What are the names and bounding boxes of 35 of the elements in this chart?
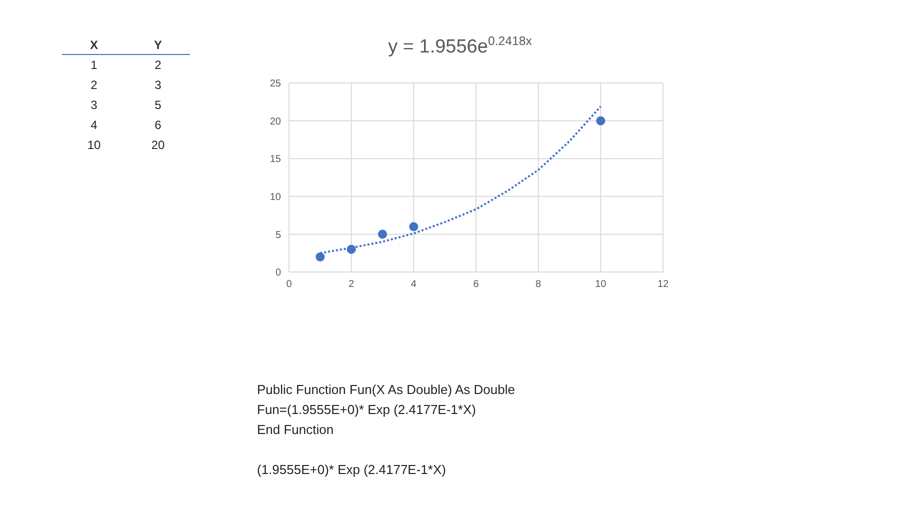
x-tick-label: 8 — [536, 279, 542, 290]
text: 5 — [154, 98, 162, 112]
point — [316, 252, 325, 262]
text: (1.9555E+0)* Exp (2.4177E-1*X) — [257, 461, 447, 479]
y-tick-label: 20 — [270, 116, 282, 128]
x-tick-label: 6 — [473, 279, 480, 290]
point — [409, 222, 418, 232]
text: 2 — [90, 78, 98, 92]
y-tick-label: 15 — [270, 154, 282, 166]
text: Public Function Fun(X As Double) As Double — [257, 381, 515, 399]
point — [346, 244, 356, 254]
x-tick-label: 10 — [595, 279, 607, 290]
point — [596, 116, 606, 126]
y-tick-label: 10 — [270, 192, 282, 203]
point — [378, 230, 388, 239]
x-tick-label: 12 — [657, 279, 669, 290]
text: Y — [152, 38, 163, 52]
y-tick-label: 5 — [275, 230, 282, 241]
x-tick-label: 0 — [286, 279, 292, 290]
text: 4 — [90, 118, 98, 132]
text: Fun=(1.9555E+0)* Exp (2.4177E-1*X) — [257, 401, 477, 419]
text: 6 — [154, 118, 162, 132]
chart-title: y = 1.9556e$^{0.2418x}$ — [388, 34, 532, 58]
text: 1 — [90, 58, 98, 72]
text: 2 — [154, 58, 162, 72]
text: 3 — [90, 98, 98, 112]
text: X — [88, 38, 99, 52]
y-tick-label: 0 — [275, 268, 282, 279]
text: 3 — [154, 78, 162, 92]
x-tick-label: 4 — [410, 279, 417, 290]
x-tick-label: 2 — [348, 279, 355, 290]
y-tick-label: 25 — [270, 78, 282, 90]
text: 10 — [86, 138, 102, 152]
text: End Function — [257, 421, 335, 439]
text: 20 — [150, 138, 166, 152]
